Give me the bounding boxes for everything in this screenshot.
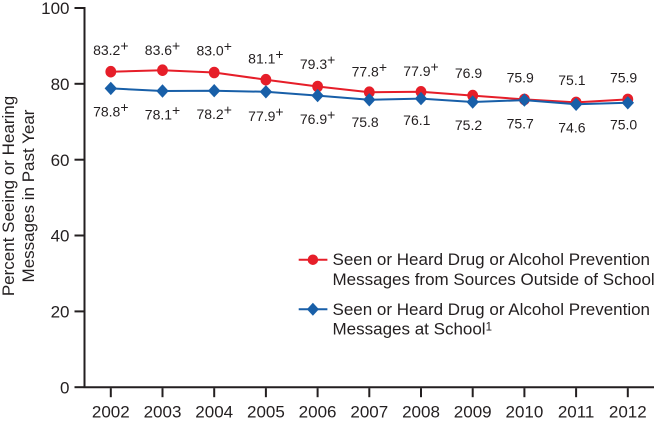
- svg-text:2006: 2006: [299, 402, 337, 421]
- svg-text:83.0+: 83.0+: [196, 38, 231, 59]
- svg-text:0: 0: [60, 378, 69, 397]
- svg-text:83.6+: 83.6+: [145, 37, 180, 58]
- svg-text:2004: 2004: [195, 402, 233, 421]
- svg-text:Seen or Heard Drug or Alcohol: Seen or Heard Drug or Alcohol Prevention: [333, 300, 651, 319]
- svg-text:76.1: 76.1: [403, 112, 430, 128]
- svg-text:80: 80: [51, 75, 70, 94]
- svg-text:75.8: 75.8: [351, 114, 378, 130]
- svg-text:2002: 2002: [92, 402, 130, 421]
- svg-text:60: 60: [51, 151, 70, 170]
- svg-text:Messages in Past Year: Messages in Past Year: [19, 109, 38, 282]
- svg-text:78.8+: 78.8+: [93, 99, 128, 120]
- svg-text:77.9+: 77.9+: [248, 104, 283, 125]
- svg-text:75.1: 75.1: [558, 72, 585, 88]
- svg-text:Percent Seeing or Hearing: Percent Seeing or Hearing: [0, 96, 18, 296]
- svg-text:40: 40: [51, 227, 70, 246]
- svg-text:76.9+: 76.9+: [300, 107, 335, 128]
- svg-text:77.9+: 77.9+: [403, 59, 438, 80]
- svg-text:Messages from Sources Outside: Messages from Sources Outside of School: [333, 270, 655, 289]
- svg-text:77.8+: 77.8+: [352, 59, 387, 80]
- svg-text:75.7: 75.7: [507, 115, 534, 131]
- svg-text:2010: 2010: [505, 402, 543, 421]
- svg-text:75.0: 75.0: [610, 116, 637, 132]
- svg-text:2011: 2011: [558, 402, 595, 421]
- svg-text:Messages at School1: Messages at School1: [333, 320, 493, 339]
- svg-text:81.1+: 81.1+: [248, 46, 283, 67]
- svg-text:79.3+: 79.3+: [300, 51, 335, 72]
- svg-text:2012: 2012: [609, 402, 647, 421]
- svg-text:75.2: 75.2: [455, 117, 482, 133]
- svg-text:75.9: 75.9: [507, 69, 534, 85]
- svg-text:2008: 2008: [402, 402, 440, 421]
- svg-text:76.9: 76.9: [455, 65, 482, 81]
- svg-text:78.1+: 78.1+: [145, 102, 180, 123]
- svg-text:83.2+: 83.2+: [93, 38, 128, 59]
- svg-text:20: 20: [51, 303, 70, 322]
- svg-text:78.2+: 78.2+: [196, 102, 231, 123]
- svg-text:2003: 2003: [144, 402, 182, 421]
- svg-text:Seen or Heard Drug or Alcohol: Seen or Heard Drug or Alcohol Prevention: [333, 250, 651, 269]
- svg-text:2007: 2007: [350, 402, 388, 421]
- svg-text:75.9: 75.9: [610, 70, 637, 86]
- svg-text:100: 100: [41, 0, 69, 18]
- svg-text:2009: 2009: [454, 402, 492, 421]
- svg-text:74.6: 74.6: [558, 119, 585, 135]
- svg-text:2005: 2005: [247, 402, 285, 421]
